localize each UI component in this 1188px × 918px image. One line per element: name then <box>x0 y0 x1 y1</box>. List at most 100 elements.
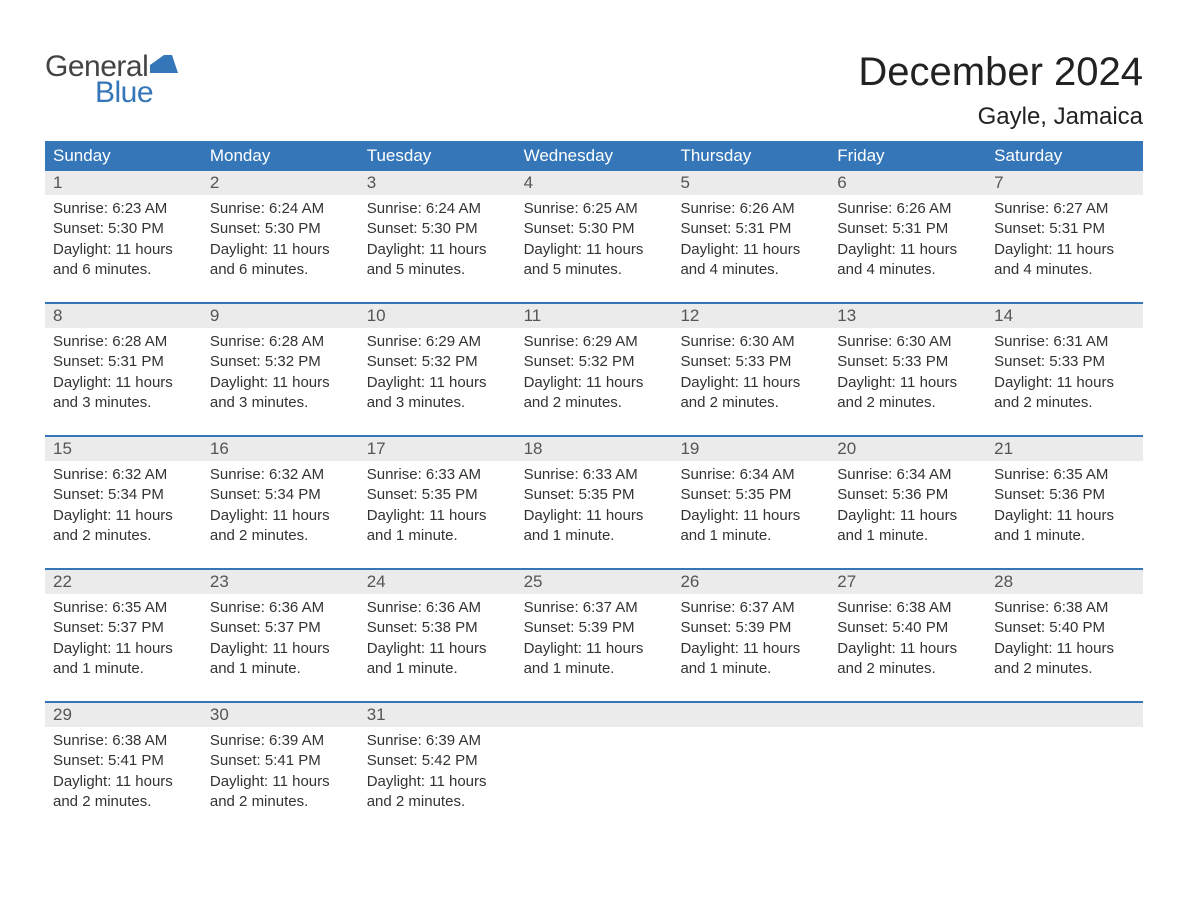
weekday-header: Thursday <box>672 141 829 171</box>
day-number: 4 <box>516 171 673 195</box>
daylight-line: Daylight: 11 hours and 4 minutes. <box>994 240 1135 281</box>
daylight-line: Daylight: 11 hours and 6 minutes. <box>210 240 351 281</box>
day-cell: Sunrise: 6:33 AMSunset: 5:35 PMDaylight:… <box>359 461 516 550</box>
sunset-line: Sunset: 5:41 PM <box>210 751 351 771</box>
location: Gayle, Jamaica <box>858 103 1143 131</box>
day-number: 8 <box>45 304 202 328</box>
sunrise-line: Sunrise: 6:23 AM <box>53 199 194 219</box>
day-cell: Sunrise: 6:24 AMSunset: 5:30 PMDaylight:… <box>202 195 359 284</box>
weekday-header-row: SundayMondayTuesdayWednesdayThursdayFrid… <box>45 141 1143 171</box>
sunrise-line: Sunrise: 6:29 AM <box>367 332 508 352</box>
sunset-line: Sunset: 5:39 PM <box>680 618 821 638</box>
daylight-line: Daylight: 11 hours and 1 minute. <box>367 506 508 547</box>
day-cell: Sunrise: 6:27 AMSunset: 5:31 PMDaylight:… <box>986 195 1143 284</box>
sunset-line: Sunset: 5:37 PM <box>210 618 351 638</box>
day-number: 26 <box>672 570 829 594</box>
day-cell: Sunrise: 6:37 AMSunset: 5:39 PMDaylight:… <box>516 594 673 683</box>
daylight-line: Daylight: 11 hours and 1 minute. <box>837 506 978 547</box>
day-number: 1 <box>45 171 202 195</box>
header: General Blue December 2024 Gayle, Jamaic… <box>45 30 1143 131</box>
sunrise-line: Sunrise: 6:24 AM <box>367 199 508 219</box>
daylight-line: Daylight: 11 hours and 2 minutes. <box>524 373 665 414</box>
week-content-row: Sunrise: 6:23 AM Sunset: 5:30 PM Daylight:… <box>45 195 1143 302</box>
day-number: 17 <box>359 437 516 461</box>
day-cell <box>516 727 673 816</box>
sunset-line: Sunset: 5:34 PM <box>53 485 194 505</box>
sunrise-line: Sunrise: 6:28 AM <box>53 332 194 352</box>
sunrise-line: Sunrise: 6:24 AM <box>210 199 351 219</box>
day-number <box>516 703 673 727</box>
day-number-row: 15161718192021 <box>45 435 1143 461</box>
day-number: 31 <box>359 703 516 727</box>
day-number <box>672 703 829 727</box>
sunrise-line: Sunrise: 6:38 AM <box>837 598 978 618</box>
week-content-row: Sunrise: 6:28 AMSunset: 5:31 PM Daylight:… <box>45 328 1143 435</box>
sunset-line: Sunset: 5:34 PM <box>210 485 351 505</box>
day-cell: Sunrise: 6:34 AMSunset: 5:36 PMDaylight:… <box>829 461 986 550</box>
day-number: 13 <box>829 304 986 328</box>
day-cell: Sunrise: 6:39 AMSunset: 5:42 PMDaylight:… <box>359 727 516 816</box>
sunrise-line: Sunrise: 6:29 AM <box>524 332 665 352</box>
sunset-line: Sunset: 5:31 PM <box>994 219 1135 239</box>
weekday-header: Friday <box>829 141 986 171</box>
day-cell: Sunrise: 6:30 AMSunset: 5:33 PMDaylight:… <box>672 328 829 417</box>
weekday-header: Wednesday <box>516 141 673 171</box>
sunrise-line: Sunrise: 6:33 AM <box>524 465 665 485</box>
daylight-line: Daylight: 11 hours and 1 minute. <box>53 639 194 680</box>
sunset-line: Sunset: 5:33 PM <box>994 352 1135 372</box>
day-number-row: 293031 <box>45 701 1143 727</box>
day-cell: Sunrise: 6:34 AMSunset: 5:35 PMDaylight:… <box>672 461 829 550</box>
day-cell: Sunrise: 6:30 AMSunset: 5:33 PMDaylight:… <box>829 328 986 417</box>
sunrise-line: Sunrise: 6:38 AM <box>53 731 194 751</box>
sunrise-line: Sunrise: 6:32 AM <box>210 465 351 485</box>
day-number: 18 <box>516 437 673 461</box>
daylight-line: Daylight: 11 hours and 4 minutes. <box>680 240 821 281</box>
sunrise-line: Sunrise: 6:36 AM <box>210 598 351 618</box>
daylight-line: Daylight: 11 hours and 2 minutes. <box>53 506 194 547</box>
day-number: 24 <box>359 570 516 594</box>
sunset-line: Sunset: 5:35 PM <box>367 485 508 505</box>
day-cell: Sunrise: 6:36 AMSunset: 5:38 PMDaylight:… <box>359 594 516 683</box>
day-number: 12 <box>672 304 829 328</box>
day-number: 27 <box>829 570 986 594</box>
day-cell: Sunrise: 6:28 AMSunset: 5:32 PMDaylight:… <box>202 328 359 417</box>
day-number-row: 891011121314 <box>45 302 1143 328</box>
sunset-line: Sunset: 5:36 PM <box>994 485 1135 505</box>
day-cell: Sunrise: 6:23 AMSunset: 5:30 PMDaylight:… <box>45 195 202 284</box>
daylight-line: Daylight: 11 hours and 5 minutes. <box>524 240 665 281</box>
daylight-line: Daylight: 11 hours and 1 minute. <box>680 639 821 680</box>
sunset-line: Sunset: 5:37 PM <box>53 618 194 638</box>
day-cell: Sunrise: 6:33 AMSunset: 5:35 PMDaylight:… <box>516 461 673 550</box>
day-number <box>986 703 1143 727</box>
sunrise-line: Sunrise: 6:37 AM <box>680 598 821 618</box>
week-content-row: Sunrise: 6:32 AMSunset: 5:34 PMDaylight:… <box>45 461 1143 568</box>
flag-icon <box>150 55 178 78</box>
daylight-line: Daylight: 11 hours and 1 minute. <box>367 639 508 680</box>
daylight-line: Daylight: 11 hours and 1 minute. <box>680 506 821 547</box>
sunset-line: Sunset: 5:30 PM <box>367 219 508 239</box>
day-cell: Sunrise: 6:32 AMSunset: 5:34 PMDaylight:… <box>202 461 359 550</box>
day-number: 19 <box>672 437 829 461</box>
sunrise-line: Sunrise: 6:32 AM <box>53 465 194 485</box>
month-title: December 2024 <box>858 50 1143 95</box>
day-number: 28 <box>986 570 1143 594</box>
daylight-line: Daylight: 11 hours and 2 minutes. <box>53 772 194 813</box>
day-cell <box>672 727 829 816</box>
sunset-line: Sunset: 5:32 PM <box>524 352 665 372</box>
daylight-line: Daylight: 11 hours and 6 minutes. <box>53 240 194 281</box>
daylight-line: Daylight: 11 hours and 4 minutes. <box>837 240 978 281</box>
sunset-line: Sunset: 5:40 PM <box>994 618 1135 638</box>
daylight-line: Daylight: 11 hours and 2 minutes. <box>680 373 821 414</box>
week-content-row: Sunrise: 6:35 AMSunset: 5:37 PMDaylight:… <box>45 594 1143 701</box>
sunrise-line: Sunrise: 6:34 AM <box>837 465 978 485</box>
day-cell: Sunrise: 6:29 AMSunset: 5:32 PMDaylight:… <box>516 328 673 417</box>
daylight-line: Daylight: 11 hours and 1 minute. <box>524 639 665 680</box>
day-cell: Sunrise: 6:38 AMSunset: 5:40 PMDaylight:… <box>986 594 1143 683</box>
sunset-line: Sunset: 5:32 PM <box>367 352 508 372</box>
daylight-line: Daylight: 11 hours and 1 minute. <box>994 506 1135 547</box>
sunset-line: Sunset: 5:31 PM <box>53 352 194 372</box>
sunset-line: Sunset: 5:42 PM <box>367 751 508 771</box>
day-number: 20 <box>829 437 986 461</box>
weekday-header: Tuesday <box>359 141 516 171</box>
day-cell: Sunrise: 6:38 AMSunset: 5:41 PMDaylight:… <box>45 727 202 816</box>
